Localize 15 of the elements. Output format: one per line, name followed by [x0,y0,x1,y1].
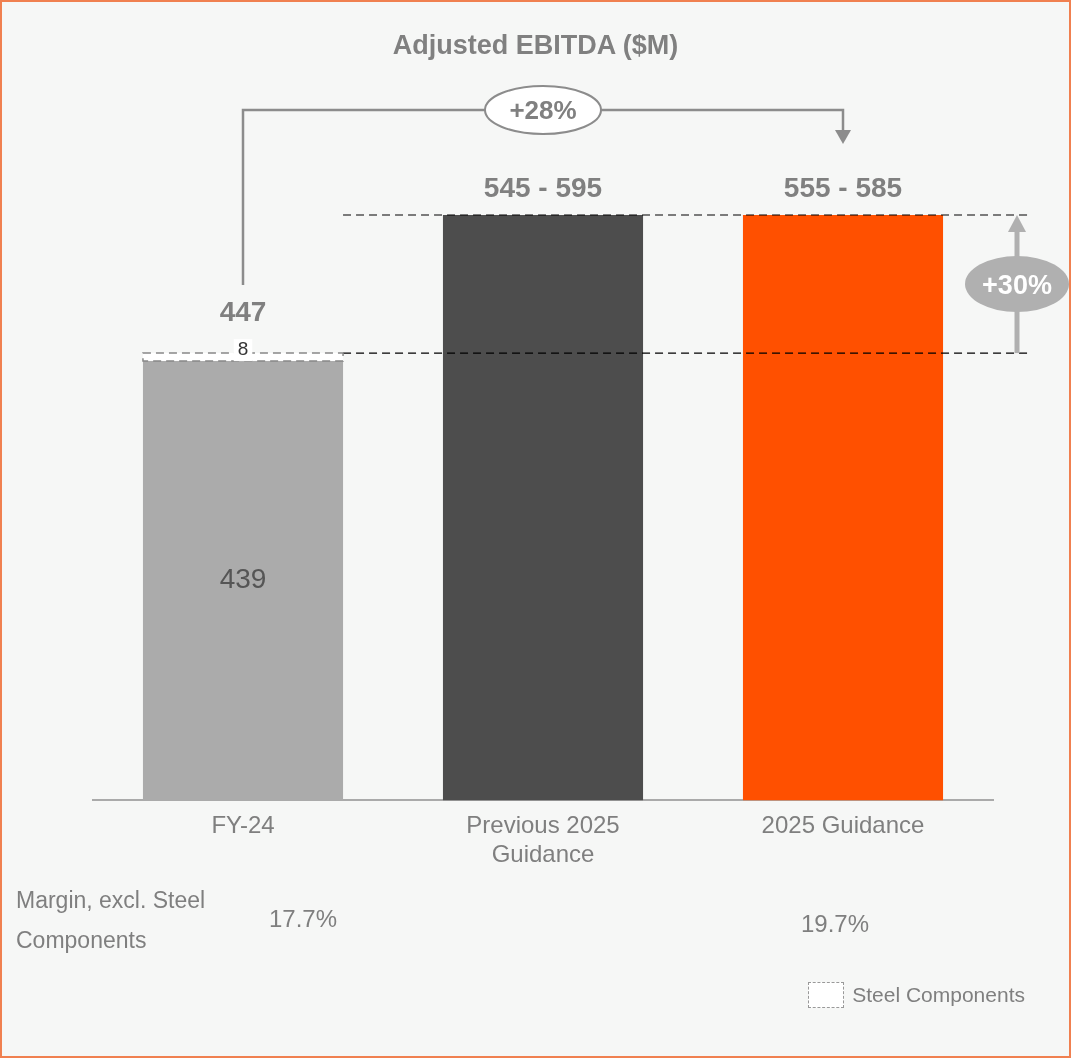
annotation: +30% [982,270,1052,301]
x-tick-label: FY-24 [211,811,275,839]
data-label: 439 [219,563,267,595]
x-tick-label: 2025 Guidance [761,811,925,839]
data-label: 8 [237,338,249,360]
annotation: 555 - 585 [783,171,903,203]
text: Steel Components [852,983,1025,1007]
x-tick-label: Previous 2025 Guidance [466,811,620,868]
text: +28% [509,95,577,125]
text: Margin, excl. Steel Components [16,886,207,955]
total-label: 447 [219,295,267,327]
chart-title: Adjusted EBITDA ($M) [391,30,680,61]
annotation: 545 - 595 [483,171,603,203]
text: 19.7% [800,910,870,938]
text: 17.7% [268,905,338,933]
